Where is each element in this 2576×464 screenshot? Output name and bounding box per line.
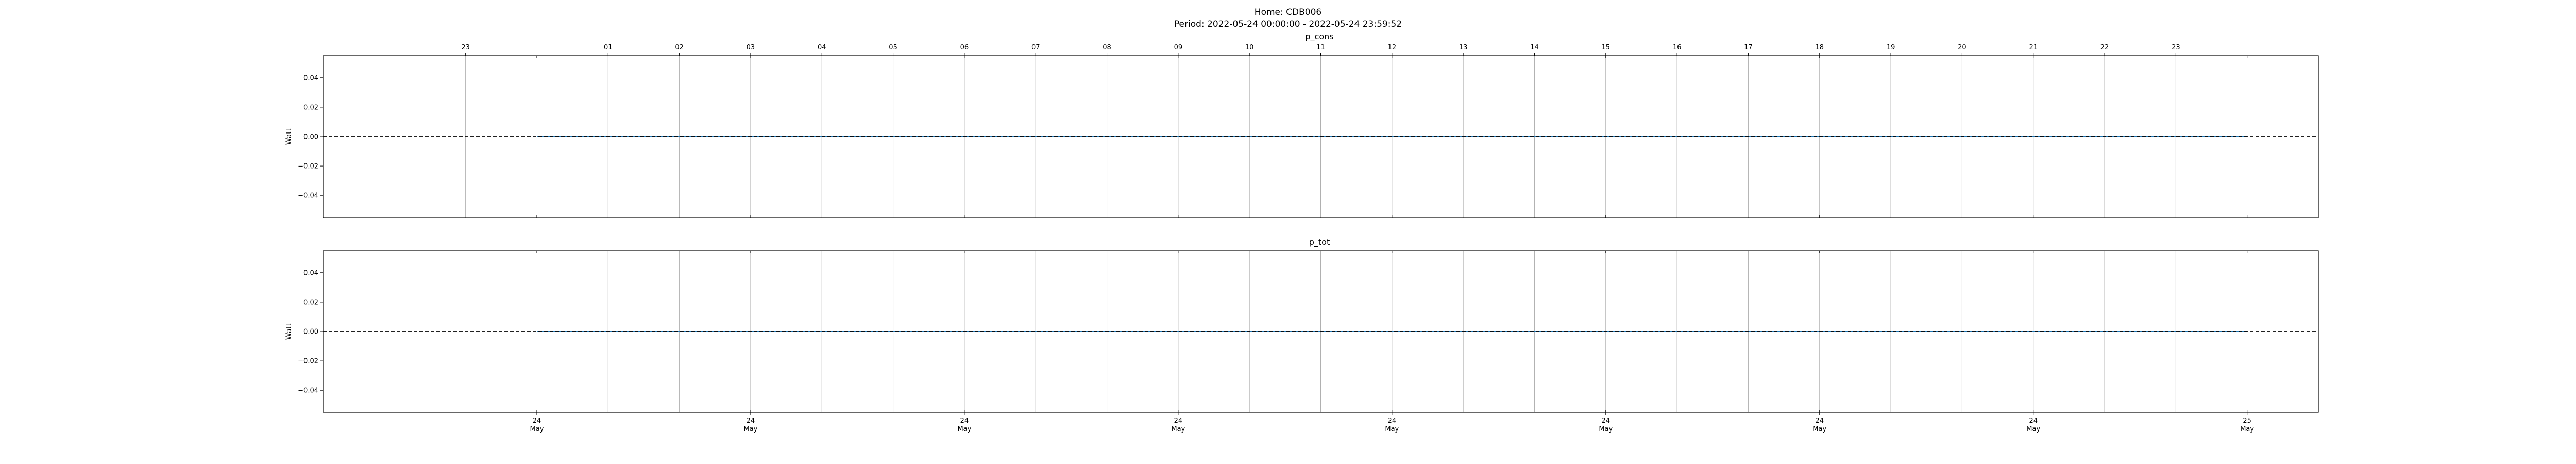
y-tick-label: 0.00 (303, 328, 318, 336)
x-tick-month-label: May (530, 425, 544, 433)
hour-tick-label: 08 (1103, 44, 1111, 52)
y-tick-label: 0.04 (303, 269, 318, 277)
axes-frame (323, 55, 2319, 218)
y-tick-label: −0.02 (298, 358, 318, 366)
x-tick-day-label: 24 (1174, 417, 1183, 425)
hour-tick-label: 05 (889, 44, 897, 52)
hour-tick-label: 06 (960, 44, 969, 52)
hour-tick-label: 21 (2029, 44, 2038, 52)
hour-tick-label: 22 (2100, 44, 2109, 52)
hour-tick-label: 17 (1744, 44, 1753, 52)
hour-tick-label: 16 (1673, 44, 1682, 52)
x-tick-day-label: 24 (747, 417, 755, 425)
y-tick-label: 0.00 (303, 134, 318, 141)
x-tick-day-label: 24 (2029, 417, 2038, 425)
hour-tick-label: 07 (1031, 44, 1040, 52)
x-tick-day-label: 24 (533, 417, 541, 425)
figure-subtitle: Period: 2022-05-24 00:00:00 - 2022-05-24… (1174, 19, 1402, 29)
p-cons-ylabel: Watt (285, 128, 293, 145)
figure-title: Home: CDB006 (1255, 7, 1321, 18)
axes-frame (323, 250, 2319, 413)
hour-tick-label: 02 (675, 44, 684, 52)
hour-tick-label: 04 (818, 44, 826, 52)
x-tick-month-label: May (1385, 425, 1399, 433)
x-tick-day-label: 24 (1815, 417, 1824, 425)
y-tick-label: 0.02 (303, 299, 318, 306)
p-cons-title: p_cons (1305, 31, 1333, 42)
y-tick-label: 0.04 (303, 74, 318, 82)
hour-tick-label: 18 (1815, 44, 1824, 52)
hour-tick-label: 14 (1530, 44, 1539, 52)
hour-tick-label: 10 (1245, 44, 1254, 52)
x-tick-month-label: May (2240, 425, 2254, 433)
hour-tick-label: 01 (604, 44, 613, 52)
hour-tick-label: 12 (1388, 44, 1397, 52)
hour-tick-label: 23 (2172, 44, 2180, 52)
x-tick-month-label: May (1599, 425, 1613, 433)
hour-tick-label: 03 (747, 44, 755, 52)
hour-tick-label: 15 (1602, 44, 1611, 52)
y-tick-label: −0.04 (298, 192, 318, 200)
y-tick-label: −0.02 (298, 163, 318, 171)
x-tick-month-label: May (957, 425, 971, 433)
hour-tick-label: 13 (1459, 44, 1468, 52)
y-tick-label: −0.04 (298, 387, 318, 395)
p-cons-panel: p_cons Watt 23 01 02 03 04 05 06 07 08 09 10 11 12 13… (285, 31, 2319, 218)
x-tick-month-label: May (1171, 425, 1185, 433)
hour-tick-label: 19 (1887, 44, 1895, 52)
hour-tick-label: 09 (1174, 44, 1183, 52)
hour-tick-label: 23 (461, 44, 470, 52)
x-tick-month-label: May (1812, 425, 1826, 433)
hour-tick-label: 11 (1316, 44, 1325, 52)
x-tick-day-label: 24 (960, 417, 969, 425)
p-tot-panel: p_tot Watt 0.040.020.00−0.02−0.0424May24… (285, 237, 2319, 433)
x-tick-day-label: 25 (2243, 417, 2251, 425)
x-tick-month-label: May (743, 425, 757, 433)
y-tick-label: 0.02 (303, 104, 318, 111)
x-tick-day-label: 24 (1602, 417, 1611, 425)
p-tot-title: p_tot (1309, 237, 1330, 247)
x-tick-day-label: 24 (1388, 417, 1397, 425)
hour-tick-label: 20 (1958, 44, 1967, 52)
x-tick-month-label: May (2026, 425, 2040, 433)
p-tot-ylabel: Watt (285, 323, 293, 340)
